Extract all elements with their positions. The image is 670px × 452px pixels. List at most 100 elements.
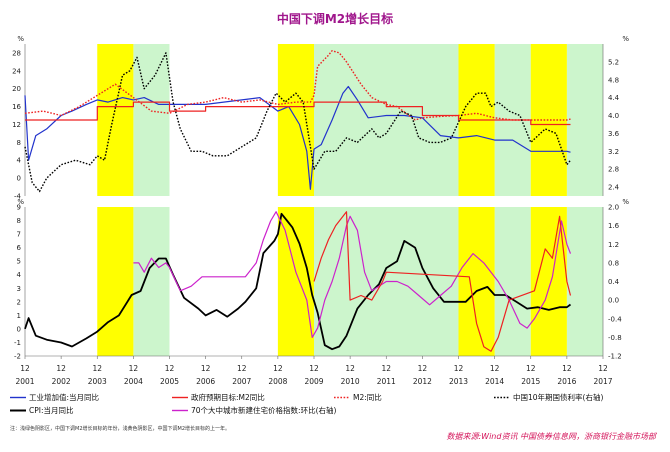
top-left-tick-label: 20 xyxy=(12,85,21,93)
bottom-right-tick-label: -0.4 xyxy=(608,315,622,323)
x-tick-year: 2007 xyxy=(232,377,251,386)
top-yellow-band-0 xyxy=(97,44,134,196)
x-tick-month: 12 xyxy=(562,364,572,373)
bottom-left-tick-label: 6 xyxy=(17,244,22,252)
x-tick-month: 12 xyxy=(201,364,211,373)
x-tick-year: 2008 xyxy=(268,377,287,386)
bottom-left-tick-label: 9 xyxy=(17,204,21,212)
top-series-0-line xyxy=(24,85,571,190)
x-tick-year: 2002 xyxy=(52,377,71,386)
top-right-tick-label: 4.0 xyxy=(608,112,619,120)
bottom-right-unit: % xyxy=(622,198,629,206)
top-yellow-band-1 xyxy=(277,44,314,196)
x-tick-year: 2010 xyxy=(341,377,360,386)
x-tick-month: 12 xyxy=(92,364,102,373)
x-tick-month: 12 xyxy=(20,364,30,373)
bottom-right-tick-label: 2.0 xyxy=(608,204,619,212)
x-tick-year: 2006 xyxy=(196,377,215,386)
footnote: 注：浅绿色阴影区，中国下调M2增长目标的年份，浅黄色阴影区，中国下调M2增长目标… xyxy=(10,426,230,432)
bottom-left-tick-label: 4 xyxy=(17,271,22,279)
top-right-tick-label: 5.2 xyxy=(608,58,619,66)
legend-label-0: 工业增加值:当月同比 xyxy=(29,392,100,402)
top-right-tick-label: 3.2 xyxy=(608,148,619,156)
top-left-tick-label: 16 xyxy=(12,103,21,111)
x-tick-month: 12 xyxy=(56,364,66,373)
bottom-green-band-0 xyxy=(133,207,170,356)
x-tick-month: 12 xyxy=(237,364,247,373)
x-tick-month: 12 xyxy=(309,364,319,373)
bottom-right-tick-label: 1.2 xyxy=(608,241,619,249)
x-tick-month: 12 xyxy=(454,364,464,373)
bottom-green-band-3 xyxy=(566,207,603,356)
bottom-left-tick-label: 0 xyxy=(17,325,21,333)
top-right-unit: % xyxy=(622,35,629,43)
bottom-green-band-2 xyxy=(494,207,531,356)
source-note: 数据来源:Wind资讯 中国债券信息网，浙商银行金融市场部 xyxy=(446,432,656,441)
top-right-tick-label: 3.6 xyxy=(608,130,620,138)
bottom-right-tick-label: 0.8 xyxy=(608,259,619,267)
bottom-left-tick-label: 8 xyxy=(17,217,21,225)
x-tick-year: 2014 xyxy=(485,377,504,386)
bottom-series-0-line xyxy=(24,212,572,351)
x-tick-year: 2009 xyxy=(304,377,323,386)
top-right-tick-label: 2.4 xyxy=(608,184,620,192)
top-left-tick-label: 8 xyxy=(17,139,21,147)
top-right-tick-label: 2.8 xyxy=(608,166,619,174)
chart-title: 中国下调M2增长目标 xyxy=(276,12,394,26)
bottom-yellow-band-0 xyxy=(97,207,134,356)
x-tick-year: 2015 xyxy=(521,377,540,386)
legend-label-2: M2:同比 xyxy=(353,392,382,402)
x-tick-month: 12 xyxy=(526,364,536,373)
top-yellow-band-3 xyxy=(530,44,567,196)
bottom-right-tick-label: 0.4 xyxy=(608,278,620,286)
top-left-tick-label: 4 xyxy=(17,157,22,165)
x-tick-month: 12 xyxy=(490,364,500,373)
bottom-yellow-band-1 xyxy=(277,207,314,356)
bottom-left-unit: % xyxy=(17,198,24,206)
top-left-tick-label: 28 xyxy=(12,49,21,57)
top-left-tick-label: 0 xyxy=(17,175,21,183)
x-tick-month: 12 xyxy=(598,364,608,373)
bottom-left-tick-label: 7 xyxy=(17,231,21,239)
x-tick-year: 2005 xyxy=(160,377,179,386)
top-left-tick-label: 24 xyxy=(12,67,21,75)
bottom-left-tick-label: -2 xyxy=(14,353,21,361)
top-green-band-1 xyxy=(314,44,459,196)
top-series-2-line xyxy=(24,50,571,121)
x-tick-year: 2001 xyxy=(15,377,34,386)
bottom-left-tick-label: 3 xyxy=(17,285,21,293)
top-green-band-3 xyxy=(566,44,603,196)
x-tick-month: 12 xyxy=(165,364,175,373)
legend-label-4: CPI:当月同比 xyxy=(29,405,74,415)
bottom-left-tick-label: 5 xyxy=(17,258,21,266)
x-tick-year: 2016 xyxy=(557,377,576,386)
x-tick-month: 12 xyxy=(129,364,139,373)
x-tick-year: 2003 xyxy=(88,377,107,386)
x-tick-month: 12 xyxy=(273,364,283,373)
x-tick-month: 12 xyxy=(345,364,355,373)
x-tick-year: 2011 xyxy=(377,377,396,386)
top-right-tick-label: 4.8 xyxy=(608,76,619,84)
legend-label-1: 政府预期目标:M2同比 xyxy=(191,392,265,402)
bottom-yellow-band-2 xyxy=(458,207,495,356)
bottom-left-tick-label: 2 xyxy=(17,298,21,306)
bottom-right-tick-label: 0.0 xyxy=(608,297,619,305)
top-right-tick-label: 4.4 xyxy=(608,94,620,102)
top-left-tick-label: -4 xyxy=(14,193,22,201)
legend-label-5: 70个大中城市新建住宅价格指数:环比(右轴) xyxy=(191,405,336,415)
x-tick-year: 2017 xyxy=(593,377,612,386)
top-left-unit: % xyxy=(17,35,24,43)
legend-label-3: 中国10年期国债利率(右轴) xyxy=(513,392,603,402)
top-series-1-line xyxy=(25,101,571,126)
bottom-series-2-line xyxy=(313,211,572,352)
bottom-right-tick-label: -0.8 xyxy=(608,334,622,342)
x-tick-year: 2013 xyxy=(449,377,468,386)
top-left-tick-label: 12 xyxy=(12,121,21,129)
x-tick-month: 12 xyxy=(381,364,391,373)
bottom-left-tick-label: 1 xyxy=(17,312,21,320)
top-green-band-0 xyxy=(133,44,170,196)
x-tick-month: 12 xyxy=(418,364,428,373)
x-tick-year: 2004 xyxy=(124,377,143,386)
x-tick-year: 2012 xyxy=(413,377,432,386)
